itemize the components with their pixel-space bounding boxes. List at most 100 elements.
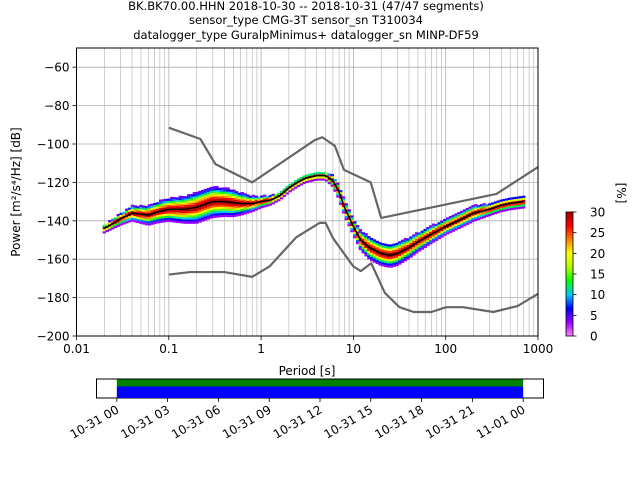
heatmap-cell (341, 211, 346, 214)
heatmap-cell (361, 247, 365, 250)
heatmap-cell (375, 240, 380, 244)
heatmap-cell (392, 258, 396, 261)
heatmap-cell (164, 213, 168, 216)
heatmap-cell (172, 209, 177, 213)
heatmap-cell (513, 203, 517, 206)
heatmap-cell (375, 255, 380, 258)
heatmap-cell (184, 219, 188, 222)
heatmap-cell (502, 198, 506, 202)
heatmap-cell (189, 196, 194, 199)
heatmap-cell (212, 186, 216, 189)
heatmap-cell (212, 196, 216, 199)
heatmap-cell (223, 204, 228, 207)
heatmap-cell (125, 208, 129, 211)
heatmap-cell (299, 183, 304, 186)
heatmap-cell (136, 214, 140, 217)
timeline-segment-data (116, 386, 524, 398)
heatmap-cell (485, 212, 489, 215)
heatmap-cell (369, 252, 374, 255)
heatmap-cell (223, 212, 228, 215)
heatmap-cell (347, 213, 351, 216)
x-tick-label: 100 (434, 342, 457, 356)
heatmap-cell (319, 172, 323, 175)
heatmap-cell (423, 241, 427, 244)
heatmap-cell (212, 211, 216, 214)
heatmap-cell (198, 214, 202, 217)
curves (103, 126, 539, 314)
heatmap-cell (375, 245, 380, 248)
heatmap-cell (339, 198, 343, 201)
heatmap-cell (341, 196, 346, 199)
heatmap-cell (513, 196, 517, 200)
heatmap-cell (339, 192, 343, 195)
heatmap-cell (178, 197, 182, 201)
heatmap-cell (127, 216, 132, 219)
heatmap-cell (234, 199, 239, 202)
heatmap-cell (406, 257, 410, 260)
heatmap-cell (260, 201, 264, 204)
heatmap-cell (161, 216, 166, 219)
heatmap-cell (130, 206, 135, 209)
heatmap-cell (513, 199, 517, 202)
heatmap-cell (209, 210, 213, 213)
heatmap-cell (291, 188, 295, 191)
heatmap-cell (426, 227, 430, 230)
heatmap-cell (468, 217, 472, 220)
heatmap-cell (378, 244, 382, 247)
heatmap-cell (147, 204, 152, 207)
heatmap-cell (341, 200, 346, 203)
x-tick-label: 10 (346, 342, 361, 356)
heatmap-cell (240, 200, 244, 203)
heatmap-cell (476, 215, 481, 218)
heatmap-cell (212, 209, 216, 212)
heatmap-cell (215, 194, 219, 197)
heatmap-cell (195, 210, 199, 214)
heatmap-cell (263, 196, 267, 199)
heatmap-cell (133, 207, 137, 210)
heatmap-cell (417, 234, 422, 237)
heatmap-cell (293, 180, 298, 183)
heatmap-cell (232, 189, 236, 192)
heatmap-cell (175, 201, 180, 204)
heatmap-cell (178, 210, 182, 213)
heatmap-cell (170, 213, 174, 216)
heatmap-cell (367, 253, 371, 256)
heatmap-cell (350, 230, 354, 233)
heatmap-cell (206, 198, 211, 201)
heatmap-cell (403, 250, 408, 253)
heatmap-cell (111, 220, 115, 224)
heatmap-cell (170, 209, 174, 212)
heatmap-cell (246, 198, 250, 201)
heatmap-cell (406, 244, 410, 247)
heatmap-cell (198, 207, 202, 210)
heatmap-cell (502, 209, 506, 212)
heatmap-cell (187, 221, 191, 224)
heatmap-cell (170, 220, 174, 223)
heatmap-cell (389, 259, 394, 262)
heatmap-cell (465, 207, 470, 211)
heatmap-cell (420, 239, 425, 242)
heatmap-cell (153, 205, 157, 208)
heatmap-cell (181, 215, 185, 218)
heatmap-cell (156, 206, 160, 209)
heatmap-cell (361, 244, 365, 248)
heatmap-cell (443, 231, 447, 234)
heatmap-cell (192, 194, 197, 197)
heatmap-cell (482, 207, 486, 210)
heatmap-cell (161, 220, 166, 223)
heatmap-cell (217, 213, 222, 216)
heatmap-cell (209, 188, 213, 192)
heatmap-cell (437, 232, 441, 236)
heatmap-cell (437, 237, 441, 240)
timeline-tick-label: 10-31 09 (220, 402, 274, 441)
mode-line (103, 174, 524, 257)
heatmap-cell (206, 194, 211, 197)
heatmap-cell (226, 208, 230, 211)
heatmap-cell (260, 203, 264, 207)
heatmap-cell (431, 234, 436, 237)
heatmap-cell (141, 211, 146, 214)
heatmap-cell (395, 251, 399, 254)
heatmap-cell (355, 231, 360, 234)
heatmap-cell (355, 242, 360, 245)
heatmap-cell (367, 255, 371, 258)
